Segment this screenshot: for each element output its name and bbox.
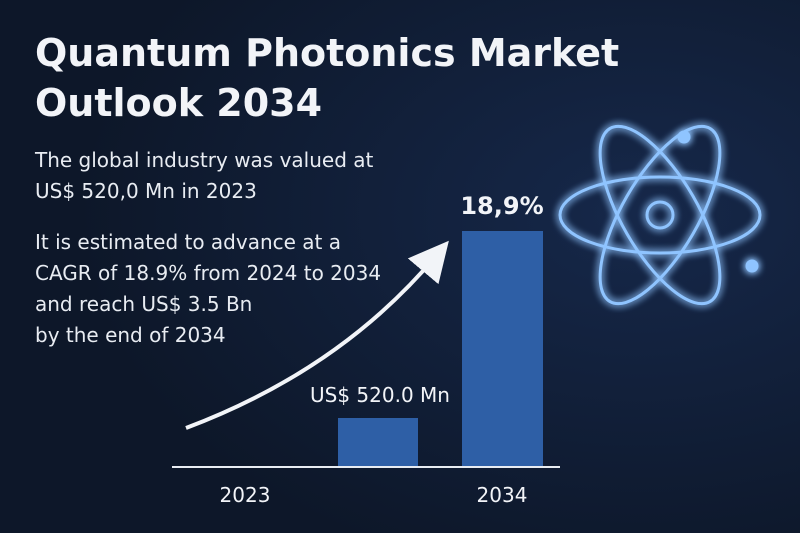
bar-label: US$ 520.0 Mn [310,383,450,407]
title-line: Quantum Photonics Market [35,31,619,75]
intro-line: US$ 520,0 Mn in 2023 [35,179,257,203]
forecast-line: and reach US$ 3.5 Bn [35,292,252,316]
bar [338,418,418,467]
forecast-line: It is estimated to advance at a [35,230,341,254]
title-line: Outlook 2034 [35,81,322,125]
atom-icon [558,124,762,306]
year-label: 2034 [477,483,528,507]
bar [462,231,543,467]
growth-arrow [185,240,449,430]
year-label: 2023 [220,483,271,507]
intro-line: The global industry was valued at [34,148,374,172]
forecast-line: by the end of 2034 [35,323,226,347]
bar-label: 18,9% [460,192,543,220]
forecast-line: CAGR of 18.9% from 2024 to 2034 [35,261,381,285]
